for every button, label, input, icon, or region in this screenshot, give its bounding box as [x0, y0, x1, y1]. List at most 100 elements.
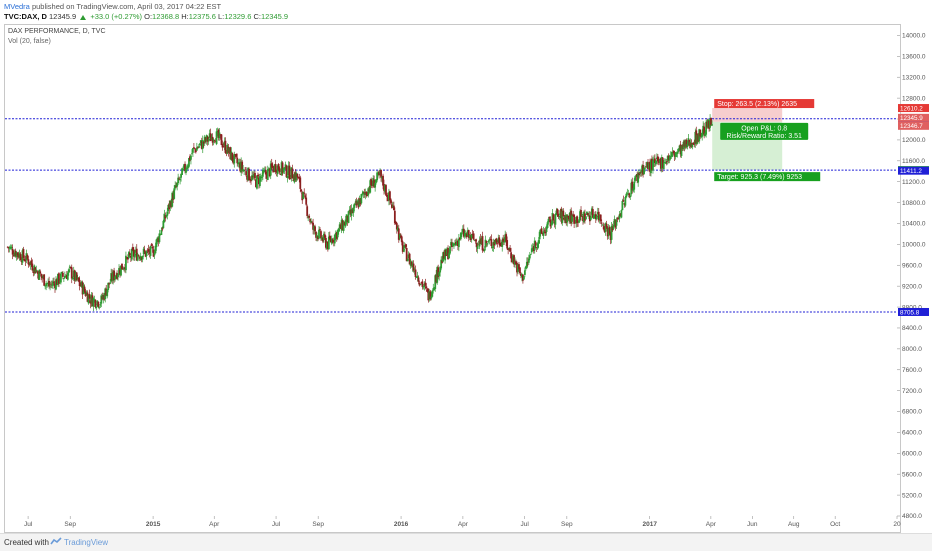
- candle-body: [161, 228, 164, 230]
- candle-body: [296, 173, 299, 178]
- candle-body: [198, 143, 201, 145]
- candle-body: [177, 177, 180, 184]
- candle-body: [14, 250, 17, 257]
- candle-body: [652, 160, 654, 171]
- candle-body: [443, 251, 446, 259]
- candle-body: [637, 173, 640, 183]
- candle-body: [456, 241, 458, 246]
- candle-body: [145, 251, 148, 257]
- candle-body: [192, 147, 195, 149]
- candle-body: [231, 152, 234, 161]
- x-axis-label: Apr: [706, 521, 717, 528]
- candle-body: [389, 191, 391, 201]
- x-axis-label: 20: [893, 521, 901, 528]
- candle-body: [452, 243, 454, 247]
- candle-body: [521, 274, 523, 277]
- candle-body: [538, 231, 541, 240]
- price-chart[interactable]: 14000.013600.013200.012800.012400.012000…: [0, 0, 932, 533]
- candle-body: [290, 167, 293, 178]
- candle-body: [638, 172, 641, 176]
- candle-body: [193, 148, 196, 150]
- candle-body: [279, 173, 282, 175]
- candle-body: [12, 254, 15, 256]
- candle-body: [420, 282, 423, 284]
- candle-body: [175, 186, 178, 188]
- symbol-label[interactable]: TVC:DAX, D: [4, 12, 47, 21]
- candle-body: [173, 188, 176, 199]
- candle-body: [326, 241, 329, 249]
- candle-body: [704, 132, 707, 136]
- candle-body: [65, 275, 68, 279]
- candle-body: [394, 221, 397, 225]
- candle-body: [340, 219, 343, 231]
- candle-body: [308, 215, 311, 218]
- candle-body: [159, 234, 162, 235]
- candle-body: [614, 219, 617, 228]
- candle-body: [174, 185, 177, 189]
- candle-body: [666, 155, 669, 161]
- candle-body: [15, 252, 18, 258]
- stop-zone: [712, 108, 783, 122]
- candle-body: [609, 233, 612, 240]
- candle-body: [334, 232, 337, 237]
- candle-body: [10, 247, 13, 249]
- y-axis-label: 8800.0: [902, 304, 922, 311]
- candle-body: [226, 144, 229, 154]
- candle-body: [701, 133, 704, 137]
- price-badge: [898, 113, 929, 122]
- candle-body: [377, 173, 380, 175]
- candle-body: [341, 220, 344, 231]
- candle-body: [502, 238, 505, 242]
- candle-body: [685, 139, 688, 147]
- risk-reward-label: Risk/Reward Ratio: 3.51: [726, 133, 802, 140]
- candle-body: [484, 239, 487, 248]
- candle-body: [207, 139, 210, 141]
- candle-body: [676, 151, 679, 155]
- candle-body: [431, 290, 434, 297]
- candle-body: [560, 208, 563, 222]
- candle-body: [348, 209, 351, 212]
- candle-body: [426, 289, 429, 291]
- candle-body: [142, 248, 145, 255]
- candle-body: [383, 184, 385, 191]
- x-axis-label: Jul: [521, 521, 530, 528]
- candle-body: [232, 159, 235, 162]
- candle-body: [361, 193, 364, 195]
- candle-body: [83, 286, 86, 292]
- candle-body: [77, 277, 80, 282]
- candle-body: [428, 291, 431, 300]
- chart-frame[interactable]: [4, 24, 901, 533]
- candle-body: [518, 264, 520, 270]
- candle-body: [275, 171, 278, 173]
- candle-body: [13, 252, 16, 256]
- candle-body: [60, 273, 62, 283]
- candle-body: [338, 224, 341, 229]
- candle-body: [575, 217, 578, 224]
- candle-body: [449, 246, 451, 254]
- candle-body: [423, 283, 426, 287]
- candle-body: [434, 275, 437, 289]
- candle-body: [445, 249, 447, 257]
- candle-body: [109, 282, 112, 284]
- tradingview-logo-icon[interactable]: [50, 537, 62, 546]
- candle-body: [197, 146, 200, 148]
- author-link[interactable]: MVedra: [4, 2, 30, 11]
- candle-body: [466, 230, 469, 236]
- candle-body: [72, 270, 75, 278]
- candle-body: [140, 257, 143, 260]
- candle-body: [441, 260, 444, 263]
- candle-body: [301, 193, 304, 201]
- tradingview-brand[interactable]: TradingView: [64, 538, 109, 547]
- candle-body: [67, 269, 70, 273]
- candle-body: [75, 272, 78, 280]
- candle-body: [283, 167, 286, 170]
- candle-body: [671, 151, 674, 153]
- candle-body: [534, 242, 537, 246]
- candle-body: [258, 176, 261, 187]
- candle-body: [216, 131, 219, 132]
- candle-body: [410, 262, 413, 266]
- candle-body: [123, 267, 125, 270]
- candle-body: [572, 214, 575, 216]
- candle-body: [616, 218, 619, 220]
- candle-body: [312, 222, 314, 230]
